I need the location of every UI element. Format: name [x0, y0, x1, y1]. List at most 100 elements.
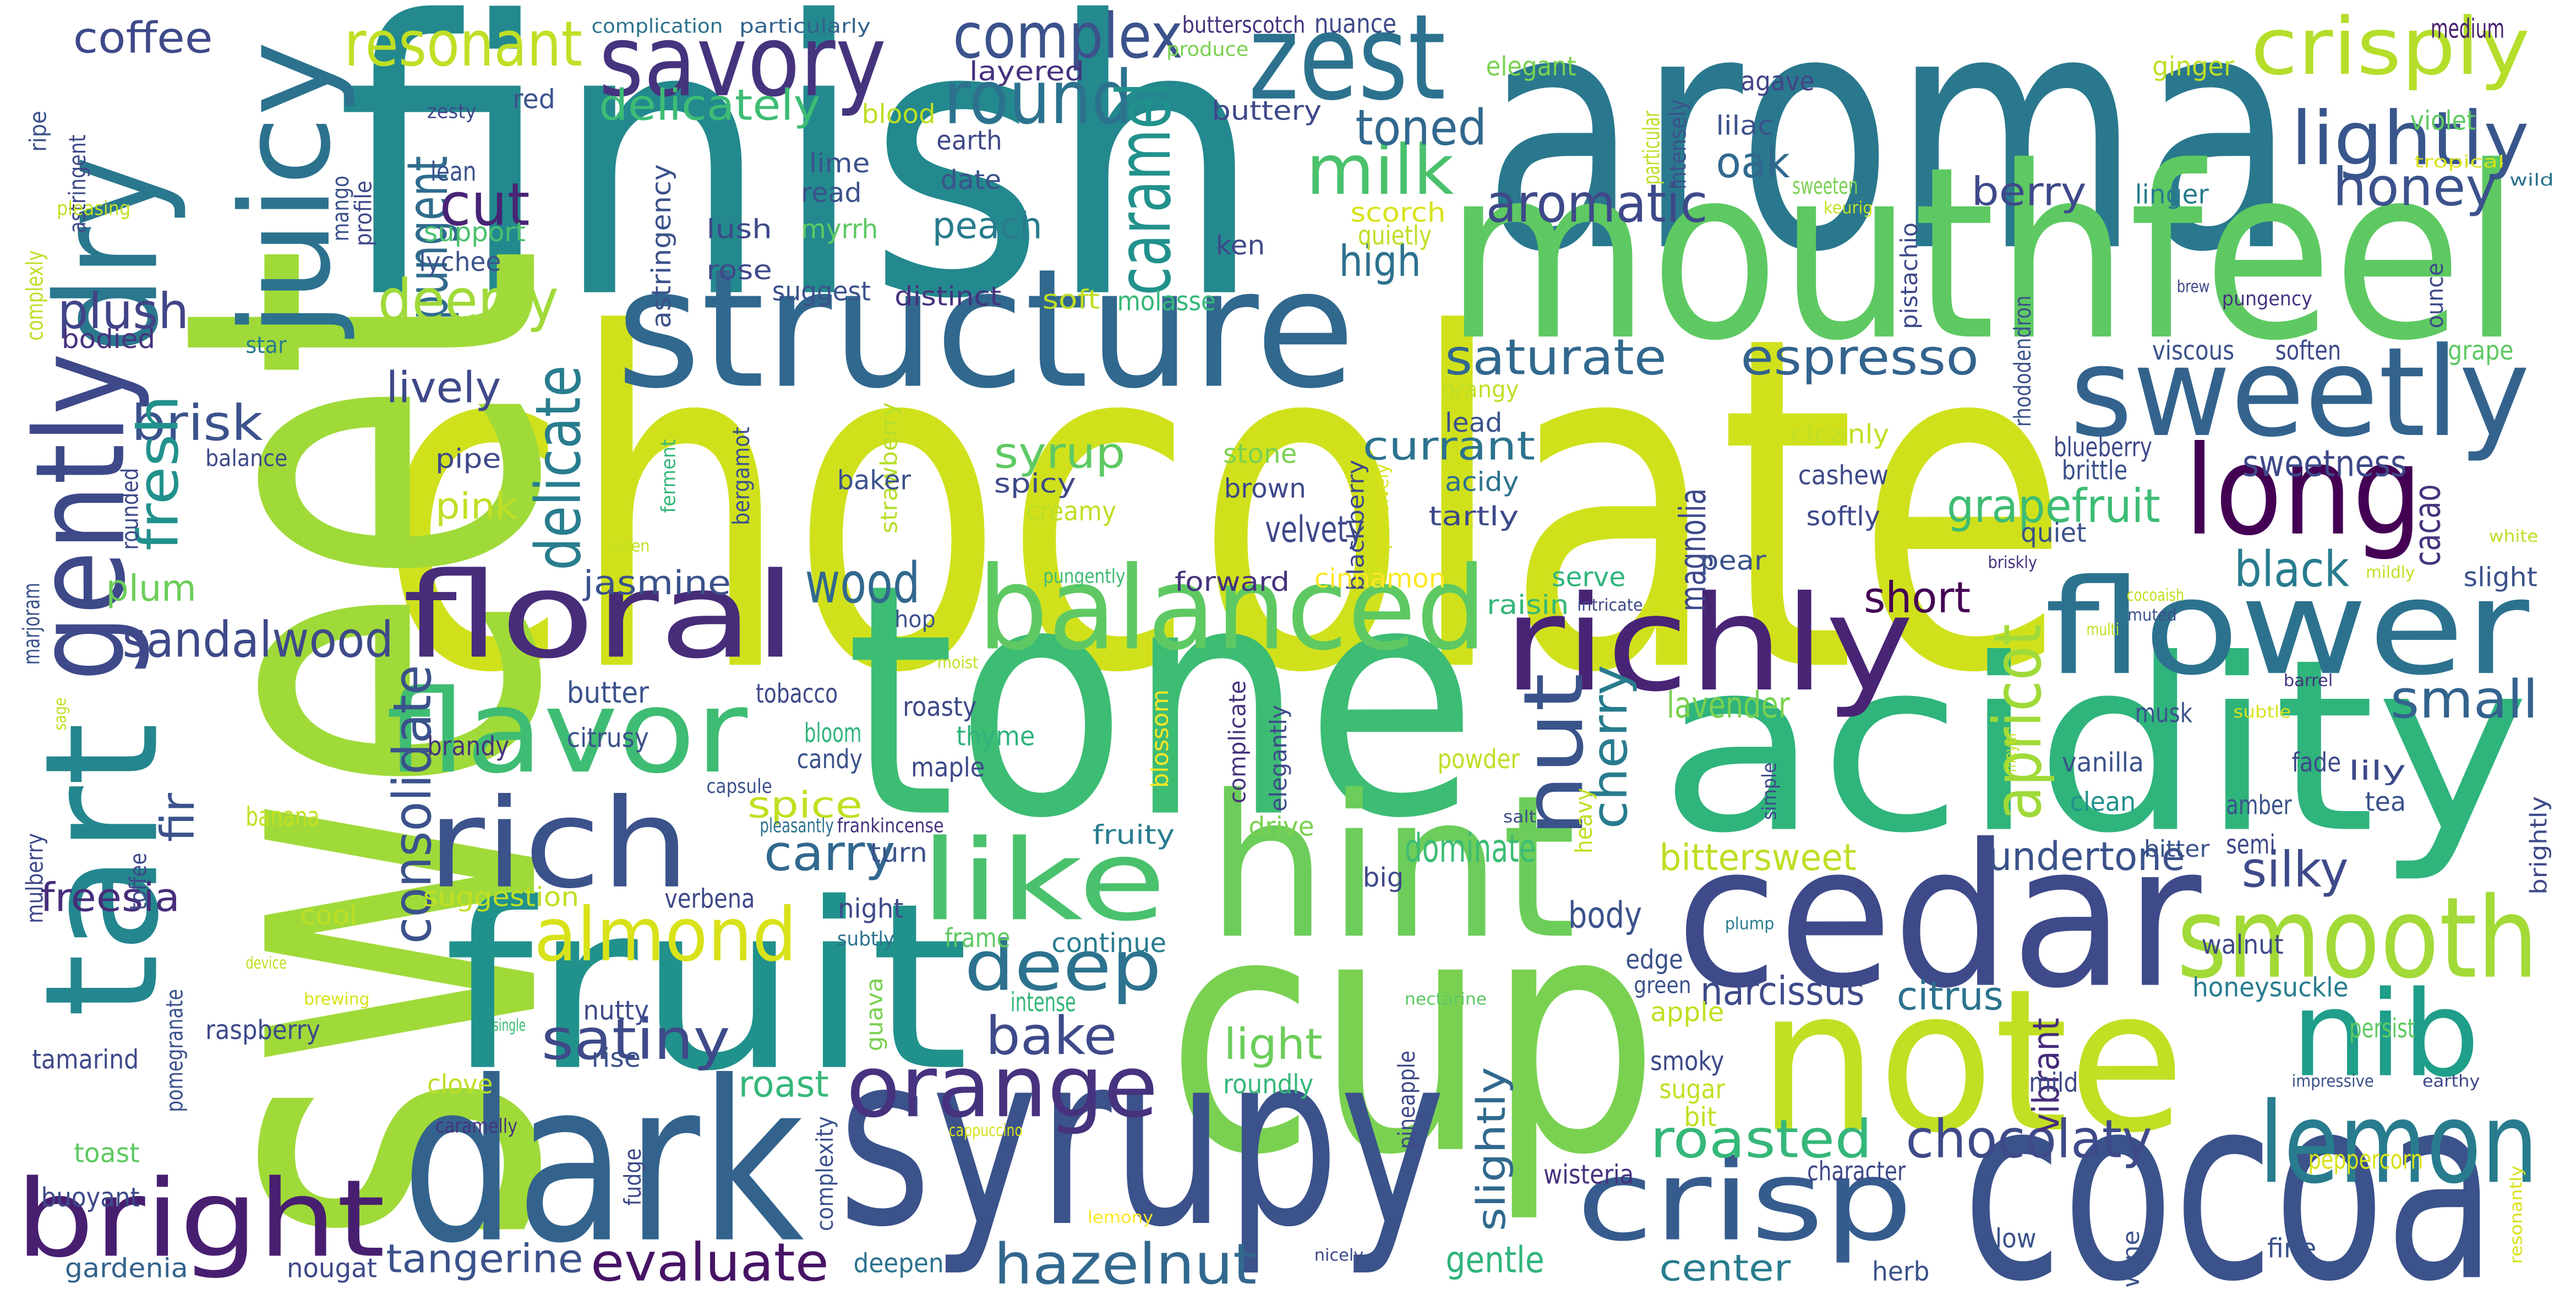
word: citrusy — [567, 723, 649, 753]
word: cocoa — [1962, 1042, 2496, 1305]
word: roast — [739, 1063, 829, 1105]
word: cashew — [1798, 460, 1889, 491]
word: juicy — [214, 41, 358, 340]
word: strawberry — [876, 402, 903, 533]
word: velvety — [1265, 509, 1363, 551]
word: crisply — [2251, 1, 2530, 93]
word: ken — [1216, 231, 1265, 261]
word: zesty — [427, 101, 477, 123]
word: quiet — [2021, 518, 2086, 548]
word: complicate — [1224, 681, 1251, 804]
word: earth — [936, 126, 1002, 156]
word: soften — [2275, 336, 2341, 366]
word: saturate — [1445, 329, 1667, 387]
word: fresh — [125, 395, 190, 551]
word: herb — [1872, 1257, 1929, 1287]
word: lily — [2349, 756, 2406, 786]
word: carry — [764, 825, 896, 882]
word: caramel — [1101, 82, 1187, 296]
word: mouthfeel — [1445, 116, 2521, 393]
word: low — [1995, 1224, 2037, 1254]
word: complication — [591, 15, 723, 38]
word: quietly — [1358, 221, 1432, 251]
word: subtly — [837, 928, 894, 950]
word: brown — [1224, 474, 1306, 504]
word: orange — [846, 1037, 1158, 1137]
word: aromatic — [1486, 173, 1708, 235]
word: roasted — [1650, 1108, 1872, 1170]
word: toned — [1355, 99, 1487, 156]
word: roasty — [903, 692, 976, 722]
word: character — [1807, 1156, 1906, 1187]
word: richly — [1503, 568, 1914, 721]
word: smoky — [1650, 1047, 1724, 1077]
word: pink — [435, 486, 517, 528]
word: raisin — [1487, 590, 1569, 621]
word: lemon — [2259, 1079, 2538, 1209]
word: lean — [430, 157, 477, 187]
word: dark — [402, 1034, 804, 1292]
word: nut — [1507, 673, 1602, 837]
word: gentle — [1446, 1239, 1544, 1281]
word: particular — [1638, 111, 1665, 185]
word: center — [1660, 1247, 1791, 1289]
word: hint — [1207, 753, 1576, 982]
word: mildly — [2366, 563, 2415, 582]
word: sugar — [1660, 1074, 1726, 1105]
word: green — [1634, 972, 1691, 999]
word: berry — [1972, 169, 2087, 215]
word: moist — [937, 653, 979, 672]
word: laden — [609, 537, 650, 556]
word: apple — [1650, 997, 1724, 1027]
word: delicate — [522, 365, 595, 570]
word: nib — [2291, 966, 2480, 1103]
word: fade — [2292, 748, 2342, 778]
word: big — [1363, 863, 1404, 893]
word: lemony — [1088, 1208, 1153, 1227]
word: round — [944, 55, 1133, 141]
word: pomegranate — [161, 989, 188, 1112]
word: oak — [1716, 138, 1790, 188]
word: single — [493, 1016, 526, 1035]
word: tartly — [1428, 502, 1519, 532]
word: rose — [706, 255, 772, 286]
word: marjoram — [18, 583, 45, 665]
word: narcissus — [1700, 968, 1864, 1014]
word: ginger — [2152, 52, 2235, 82]
word: bake — [986, 1005, 1117, 1067]
word: flower — [2044, 551, 2530, 704]
word: zest — [1248, 0, 1445, 127]
word: sweeten — [1792, 172, 1858, 199]
word: cappuccino — [949, 1121, 1023, 1140]
word: viscous — [2152, 336, 2234, 366]
word: profile — [350, 181, 377, 246]
word: impressive — [2292, 1072, 2374, 1091]
word: rich — [427, 772, 690, 916]
word: produce — [1166, 38, 1248, 61]
word: bittersweet — [1660, 837, 1857, 879]
word: blueberry — [2054, 433, 2152, 463]
word: slight — [2464, 562, 2537, 592]
word: astringent — [64, 134, 91, 233]
word: butter — [567, 675, 650, 710]
word: star — [245, 331, 287, 358]
word: satiny — [541, 1007, 730, 1072]
word: stone — [1223, 439, 1297, 470]
word: almond — [534, 891, 797, 978]
word: cinnamon — [1314, 564, 1446, 594]
word: drive — [1248, 812, 1314, 842]
word: balanced — [978, 542, 1487, 676]
word: wisteria — [1543, 1160, 1634, 1190]
word: clean — [2070, 787, 2136, 818]
word: plump — [1725, 914, 1775, 933]
word: brewing — [304, 989, 369, 1009]
word: frame — [945, 923, 1010, 954]
word: cocoaish — [2127, 586, 2184, 605]
word: freesia — [40, 875, 180, 921]
word: currant — [1363, 423, 1535, 469]
word: consolidate — [381, 665, 443, 944]
word: cool — [300, 900, 357, 931]
word: candy — [797, 744, 863, 775]
word: honey — [2333, 156, 2497, 218]
word: pungently — [1043, 565, 1125, 588]
